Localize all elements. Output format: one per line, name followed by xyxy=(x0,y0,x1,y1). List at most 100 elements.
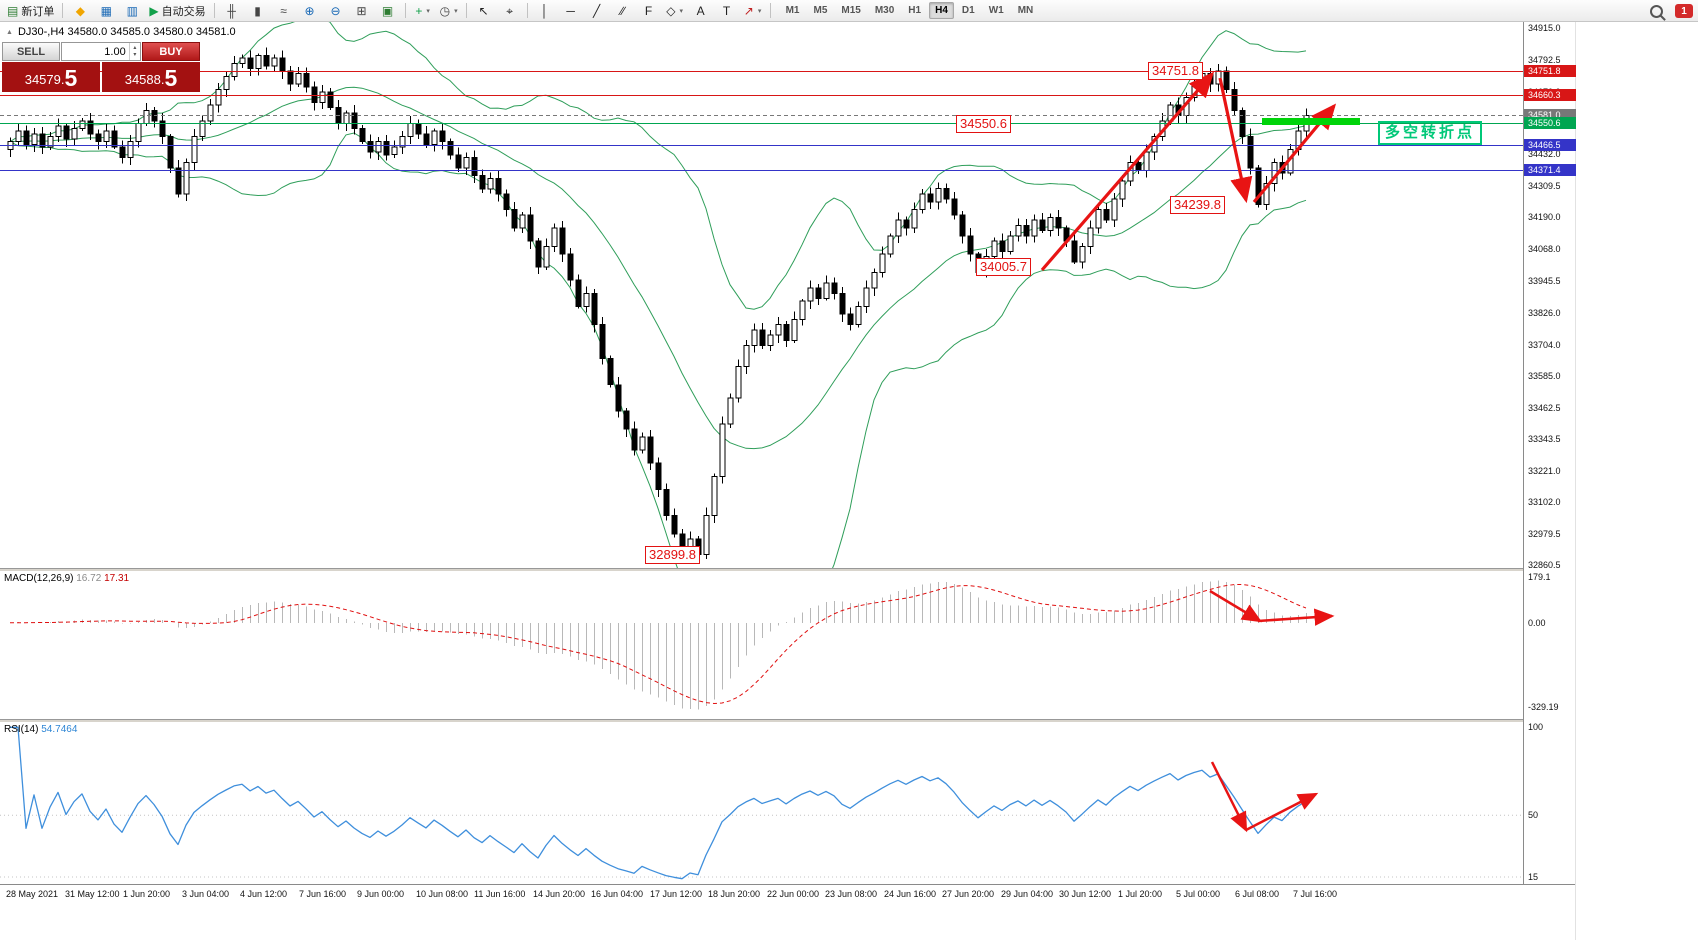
time-axis-label: 29 Jun 04:00 xyxy=(1001,889,1054,899)
candlestick-chart-button[interactable]: ▮ xyxy=(246,1,270,21)
text-label-button[interactable]: T xyxy=(715,1,739,21)
timeframe-w1-button[interactable]: W1 xyxy=(988,5,1004,16)
tile-windows-button[interactable]: ⊞ xyxy=(350,1,374,21)
autotrading-label: 自动交易 xyxy=(161,5,206,18)
indicators-button[interactable]: + ▾ xyxy=(411,1,435,21)
price-axis-tag: 34550.6 xyxy=(1524,117,1576,129)
indicators-dropdown-icon[interactable]: ▾ xyxy=(426,7,430,15)
price-annotation-label: 34239.8 xyxy=(1170,196,1225,214)
arrows-tool-button[interactable]: ↗ ▾ xyxy=(741,1,765,21)
data-window-button[interactable]: ▥ xyxy=(120,1,144,21)
horizontal-line-button[interactable]: ─ xyxy=(559,1,583,21)
one-click-trading-panel: SELL ▴ ▾ BUY 34579.5 34588.5 xyxy=(2,42,200,92)
vertical-line-button[interactable]: │ xyxy=(533,1,557,21)
price-chart-panel: ▲ DJ30-,H4 34580.0 34585.0 34580.0 34581… xyxy=(0,22,1523,568)
volume-input[interactable] xyxy=(62,43,129,60)
zoom-out-button[interactable]: ⊖ xyxy=(324,1,348,21)
price-chart-canvas[interactable] xyxy=(0,22,1523,568)
timeframe-mn-button[interactable]: MN xyxy=(1017,5,1034,16)
search-icon[interactable] xyxy=(1650,4,1663,18)
time-axis[interactable]: 28 May 2021 31 May 12:00 1 Jun 20:00 3 Jun … xyxy=(0,884,1575,904)
cursor-button[interactable]: ↖ xyxy=(472,1,496,21)
timeframe-h1-button[interactable]: H1 xyxy=(908,5,922,16)
sell-button[interactable]: SELL xyxy=(2,42,60,61)
time-axis-label: 1 Jun 20:00 xyxy=(123,889,171,899)
equidistant-channel-button[interactable]: ∕∕ xyxy=(611,1,635,21)
buy-button[interactable]: BUY xyxy=(142,42,200,61)
timeframe-m5-button[interactable]: M5 xyxy=(813,5,828,16)
bar-chart-icon: ╫ xyxy=(227,3,236,18)
timeframe-m15-button[interactable]: M15 xyxy=(841,5,861,16)
timeframe-m1-button[interactable]: M1 xyxy=(785,5,800,16)
price-axis-tick: 33221.0 xyxy=(1528,466,1561,476)
shapes-button[interactable]: ◇ ▾ xyxy=(663,1,687,21)
time-axis-label: 17 Jun 12:00 xyxy=(650,889,703,899)
autotrading-button[interactable]: ▶ 自动交易 xyxy=(146,1,208,21)
price-axis-tick: 34915.0 xyxy=(1528,23,1561,33)
macd-axis-tick: 0.00 xyxy=(1528,618,1546,628)
mql5-community-button[interactable]: ◆ xyxy=(68,1,92,21)
indicators-icon: + xyxy=(415,3,423,18)
rsi-canvas[interactable] xyxy=(0,722,1523,884)
market-watch-button[interactable]: ▦ xyxy=(94,1,118,21)
sell-price-pip: 5 xyxy=(64,65,78,91)
toolbar-separator xyxy=(213,3,215,18)
macd-panel: MACD(12,26,9) 16.72 17.31 xyxy=(0,571,1523,719)
trendline-button[interactable]: ╱ xyxy=(585,1,609,21)
sell-price-main: 34579. xyxy=(24,72,65,87)
cursor-icon: ↖ xyxy=(478,3,489,18)
macd-canvas[interactable] xyxy=(0,571,1523,719)
price-axis[interactable]: 34915.034792.534670.034547.534432.034309… xyxy=(1523,22,1576,884)
zoom-in-icon: ⊕ xyxy=(304,3,315,18)
autotrading-icon: ▶ xyxy=(149,3,159,18)
price-axis-tick: 33945.5 xyxy=(1528,276,1561,286)
one-click-toggle-icon[interactable]: ▲ xyxy=(6,28,13,36)
sell-price-display[interactable]: 34579. 5 xyxy=(2,62,100,92)
periods-button[interactable]: ◷ ▾ xyxy=(437,1,461,21)
time-axis-label: 27 Jun 20:00 xyxy=(942,889,995,899)
price-axis-tag: 34660.3 xyxy=(1524,89,1576,101)
fibonacci-icon: F xyxy=(644,3,653,18)
text-icon: A xyxy=(696,3,705,18)
bar-chart-button[interactable]: ╫ xyxy=(220,1,244,21)
time-axis-label: 7 Jun 16:00 xyxy=(299,889,347,899)
timeframe-h4-button[interactable]: H4 xyxy=(929,2,954,19)
crosshair-button[interactable]: ⌖ xyxy=(498,1,522,21)
arrows-tool-dropdown-icon[interactable]: ▾ xyxy=(757,7,762,15)
panel-splitter[interactable] xyxy=(0,719,1575,722)
timeframe-toolbar: M1 M5 M15 M30 H1 H4 D1 W1 MN xyxy=(779,2,1041,19)
zoom-in-button[interactable]: ⊕ xyxy=(298,1,322,21)
rsi-panel: RSI(14) 54.7464 xyxy=(0,722,1523,884)
periods-dropdown-icon[interactable]: ▾ xyxy=(454,7,458,15)
new-order-icon: ▤ xyxy=(7,3,19,18)
toolbar-right-group: 1 xyxy=(1650,0,1693,22)
buy-price-main: 34588. xyxy=(124,72,165,87)
time-axis-label: 7 Jul 16:00 xyxy=(1293,889,1338,899)
macd-value-main: 16.72 xyxy=(76,573,102,584)
candlestick-chart-icon: ▮ xyxy=(254,3,261,18)
volume-up-icon[interactable]: ▴ xyxy=(133,44,137,51)
toolbar-separator xyxy=(62,3,64,18)
notification-badge[interactable]: 1 xyxy=(1675,4,1693,18)
new-order-button[interactable]: ▤ 新订单 xyxy=(4,1,57,21)
crosshair-icon: ⌖ xyxy=(506,3,513,18)
data-window-icon: ▥ xyxy=(126,3,139,18)
text-button[interactable]: A xyxy=(689,1,713,21)
timeframe-m30-button[interactable]: M30 xyxy=(874,5,895,16)
macd-axis-tick: 179.1 xyxy=(1528,572,1551,582)
vertical-line-icon: │ xyxy=(540,3,549,18)
price-axis-tag: 34466.5 xyxy=(1524,139,1576,151)
volume-down-icon[interactable]: ▾ xyxy=(133,51,137,58)
time-axis-label: 1 Jul 20:00 xyxy=(1118,889,1163,899)
fibonacci-button[interactable]: F xyxy=(637,1,661,21)
buy-price-display[interactable]: 34588. 5 xyxy=(102,62,200,92)
shapes-dropdown-icon[interactable]: ▾ xyxy=(679,7,683,15)
timeframe-d1-button[interactable]: D1 xyxy=(961,5,975,16)
volume-spinner: ▴ ▾ xyxy=(128,43,140,60)
time-axis-label: 23 Jun 08:00 xyxy=(825,889,878,899)
cascade-windows-button[interactable]: ▣ xyxy=(376,1,400,21)
time-axis-label: 6 Jul 08:00 xyxy=(1235,889,1280,899)
line-chart-button[interactable]: ≈ xyxy=(272,1,296,21)
toolbar-separator xyxy=(465,3,467,18)
panel-splitter[interactable] xyxy=(0,568,1575,571)
